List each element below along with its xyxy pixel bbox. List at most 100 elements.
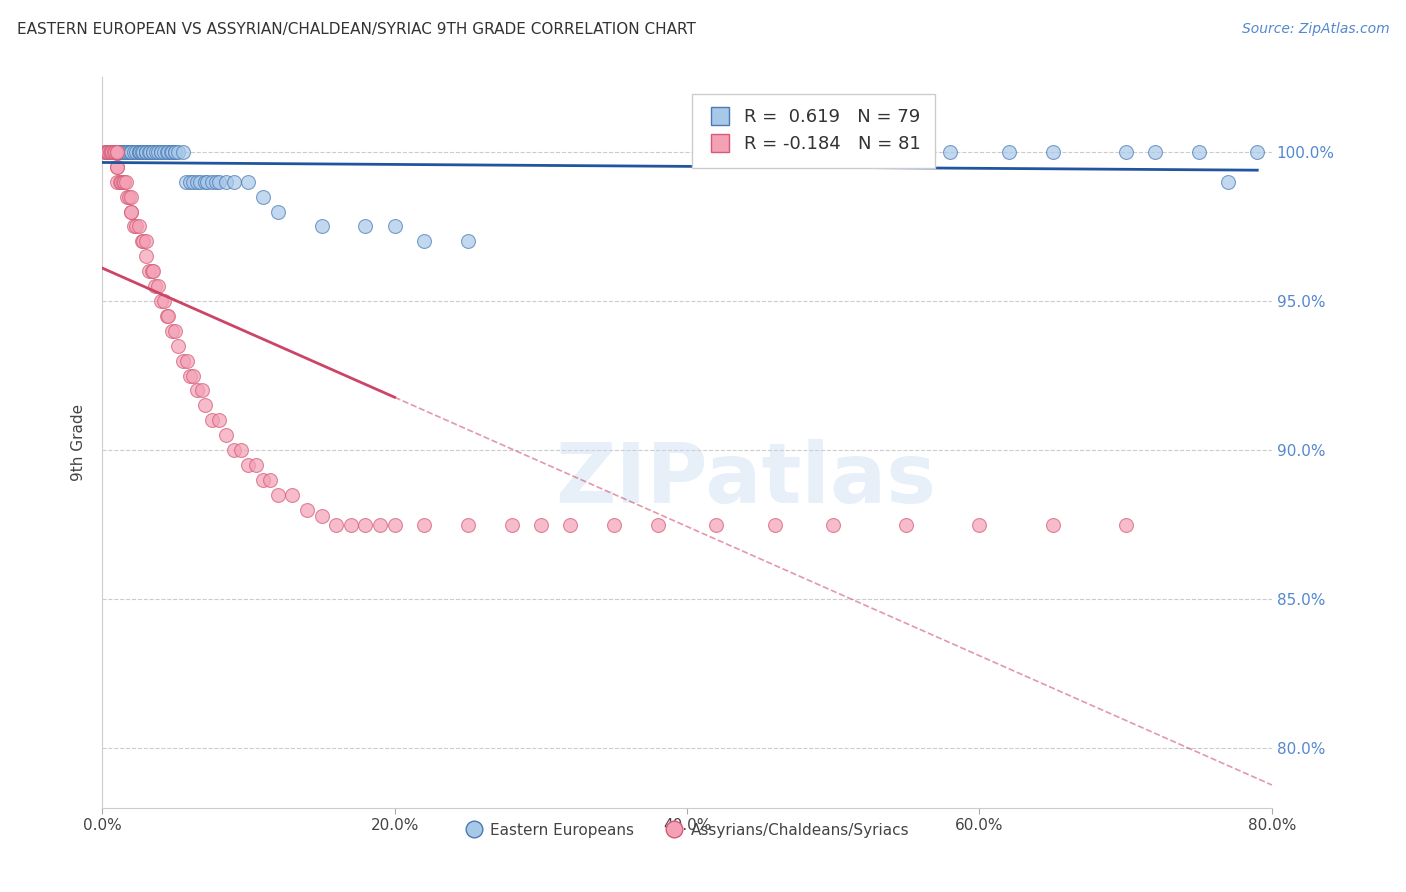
Point xyxy=(105,175,128,189)
Point xyxy=(120,189,142,203)
Point xyxy=(94,145,117,159)
Point xyxy=(114,175,136,189)
Point xyxy=(1143,145,1166,159)
Point xyxy=(142,264,165,278)
Point xyxy=(186,175,208,189)
Legend: Eastern Europeans, Assyrians/Chaldeans/Syriacs: Eastern Europeans, Assyrians/Chaldeans/S… xyxy=(458,817,915,844)
Point xyxy=(105,160,128,174)
Point xyxy=(120,145,142,159)
Point xyxy=(997,145,1019,159)
Y-axis label: 9th Grade: 9th Grade xyxy=(72,404,86,481)
Point xyxy=(162,324,184,338)
Point xyxy=(1216,175,1239,189)
Point xyxy=(354,219,377,234)
Point xyxy=(193,175,215,189)
Point xyxy=(190,384,212,398)
Point xyxy=(128,219,150,234)
Point xyxy=(135,145,157,159)
Point xyxy=(112,175,135,189)
Point xyxy=(188,175,211,189)
Point xyxy=(339,517,361,532)
Point xyxy=(281,488,304,502)
Point xyxy=(128,145,150,159)
Point xyxy=(215,428,238,442)
Point xyxy=(117,189,139,203)
Point xyxy=(108,175,131,189)
Point xyxy=(131,145,153,159)
Point xyxy=(704,517,727,532)
Point xyxy=(1188,145,1211,159)
Point xyxy=(135,145,157,159)
Point xyxy=(896,517,918,532)
Point xyxy=(384,517,406,532)
Point xyxy=(205,175,228,189)
Point xyxy=(146,145,169,159)
Point xyxy=(647,517,669,532)
Point xyxy=(117,145,139,159)
Point xyxy=(172,145,194,159)
Point xyxy=(105,145,128,159)
Point xyxy=(96,145,118,159)
Point xyxy=(186,384,208,398)
Point xyxy=(146,279,169,293)
Point xyxy=(238,175,260,189)
Point xyxy=(1042,517,1064,532)
Point xyxy=(105,145,128,159)
Point xyxy=(457,517,479,532)
Point xyxy=(155,309,177,323)
Text: EASTERN EUROPEAN VS ASSYRIAN/CHALDEAN/SYRIAC 9TH GRADE CORRELATION CHART: EASTERN EUROPEAN VS ASSYRIAN/CHALDEAN/SY… xyxy=(17,22,696,37)
Point xyxy=(181,368,204,383)
Point xyxy=(115,189,138,203)
Point xyxy=(105,145,128,159)
Point xyxy=(135,145,157,159)
Point xyxy=(124,145,146,159)
Point xyxy=(114,145,136,159)
Point xyxy=(100,145,122,159)
Point xyxy=(108,145,131,159)
Point xyxy=(176,353,198,368)
Point xyxy=(165,145,187,159)
Point xyxy=(143,279,166,293)
Point xyxy=(111,145,134,159)
Point xyxy=(138,264,160,278)
Point xyxy=(97,145,120,159)
Point xyxy=(763,517,786,532)
Point xyxy=(129,145,152,159)
Point xyxy=(131,235,153,249)
Point xyxy=(939,145,962,159)
Point xyxy=(141,264,163,278)
Point xyxy=(98,145,121,159)
Point xyxy=(603,517,626,532)
Point xyxy=(120,204,142,219)
Point xyxy=(104,145,127,159)
Point xyxy=(112,145,135,159)
Point xyxy=(266,488,288,502)
Point xyxy=(135,235,157,249)
Point xyxy=(1115,517,1137,532)
Point xyxy=(259,473,281,487)
Point xyxy=(128,145,150,159)
Point xyxy=(208,175,231,189)
Point xyxy=(501,517,523,532)
Point xyxy=(132,235,155,249)
Point xyxy=(325,517,347,532)
Point xyxy=(311,508,333,523)
Point xyxy=(179,175,201,189)
Point xyxy=(252,189,274,203)
Point xyxy=(1115,145,1137,159)
Point xyxy=(295,502,318,516)
Point xyxy=(208,413,231,427)
Point xyxy=(160,145,183,159)
Point xyxy=(229,443,252,458)
Point xyxy=(412,235,434,249)
Point xyxy=(167,145,190,159)
Point xyxy=(530,517,553,532)
Point xyxy=(105,145,128,159)
Point xyxy=(193,398,215,412)
Point xyxy=(105,145,128,159)
Point xyxy=(103,145,125,159)
Point xyxy=(110,145,132,159)
Point xyxy=(101,145,124,159)
Point xyxy=(105,160,128,174)
Point xyxy=(139,145,162,159)
